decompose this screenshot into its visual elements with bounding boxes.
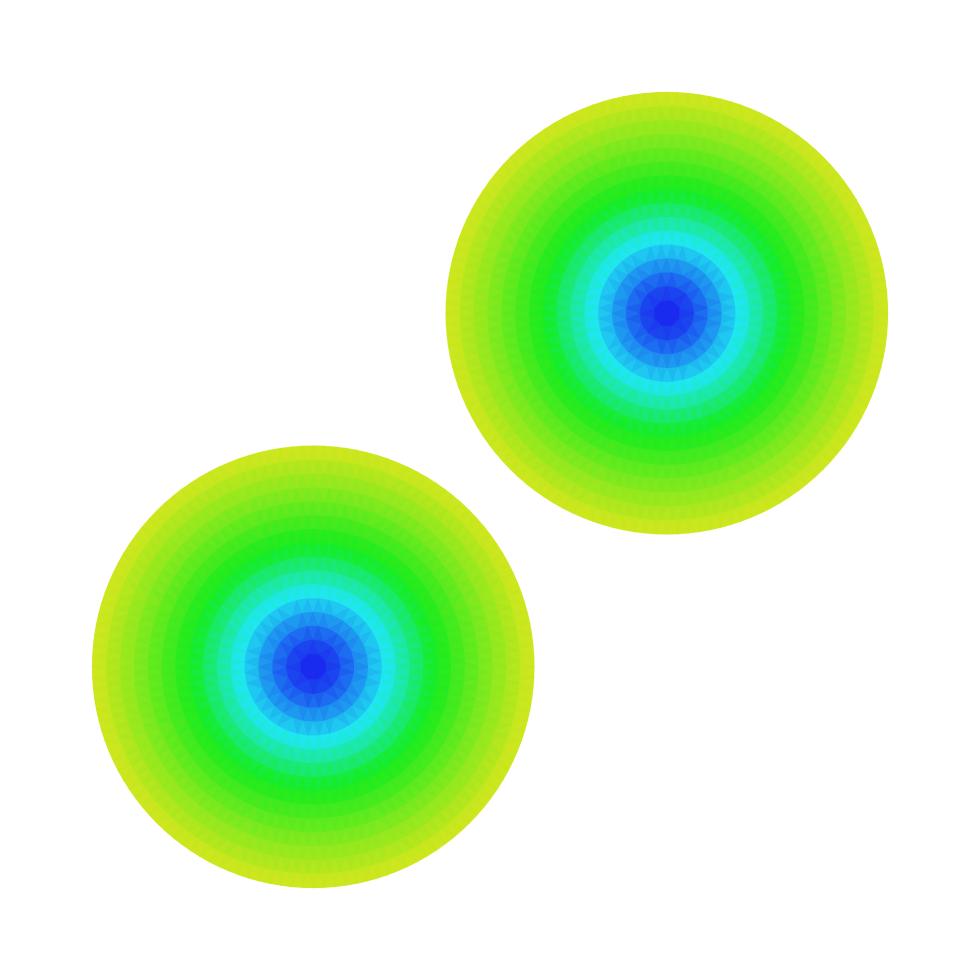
mesh-triangle <box>790 307 806 320</box>
mesh-triangle <box>707 307 723 320</box>
mesh-triangle <box>520 660 536 673</box>
mesh-triangle <box>353 660 370 673</box>
mesh-triangle <box>464 660 480 673</box>
mesh-triangle <box>735 307 751 320</box>
mesh-triangle <box>818 307 834 320</box>
mesh-triangle <box>763 307 779 320</box>
mesh-triangle <box>409 660 425 673</box>
mesh-triangle <box>679 307 696 319</box>
mesh-triangle <box>845 307 861 320</box>
mesh-triangle <box>381 660 397 673</box>
mesh-triangle <box>492 660 508 673</box>
mesh-triangle <box>325 661 342 673</box>
disk-region-1 <box>444 91 889 536</box>
mesh-triangle <box>873 307 889 320</box>
disk-region-2 <box>91 444 536 889</box>
mesh-triangle <box>437 660 453 673</box>
